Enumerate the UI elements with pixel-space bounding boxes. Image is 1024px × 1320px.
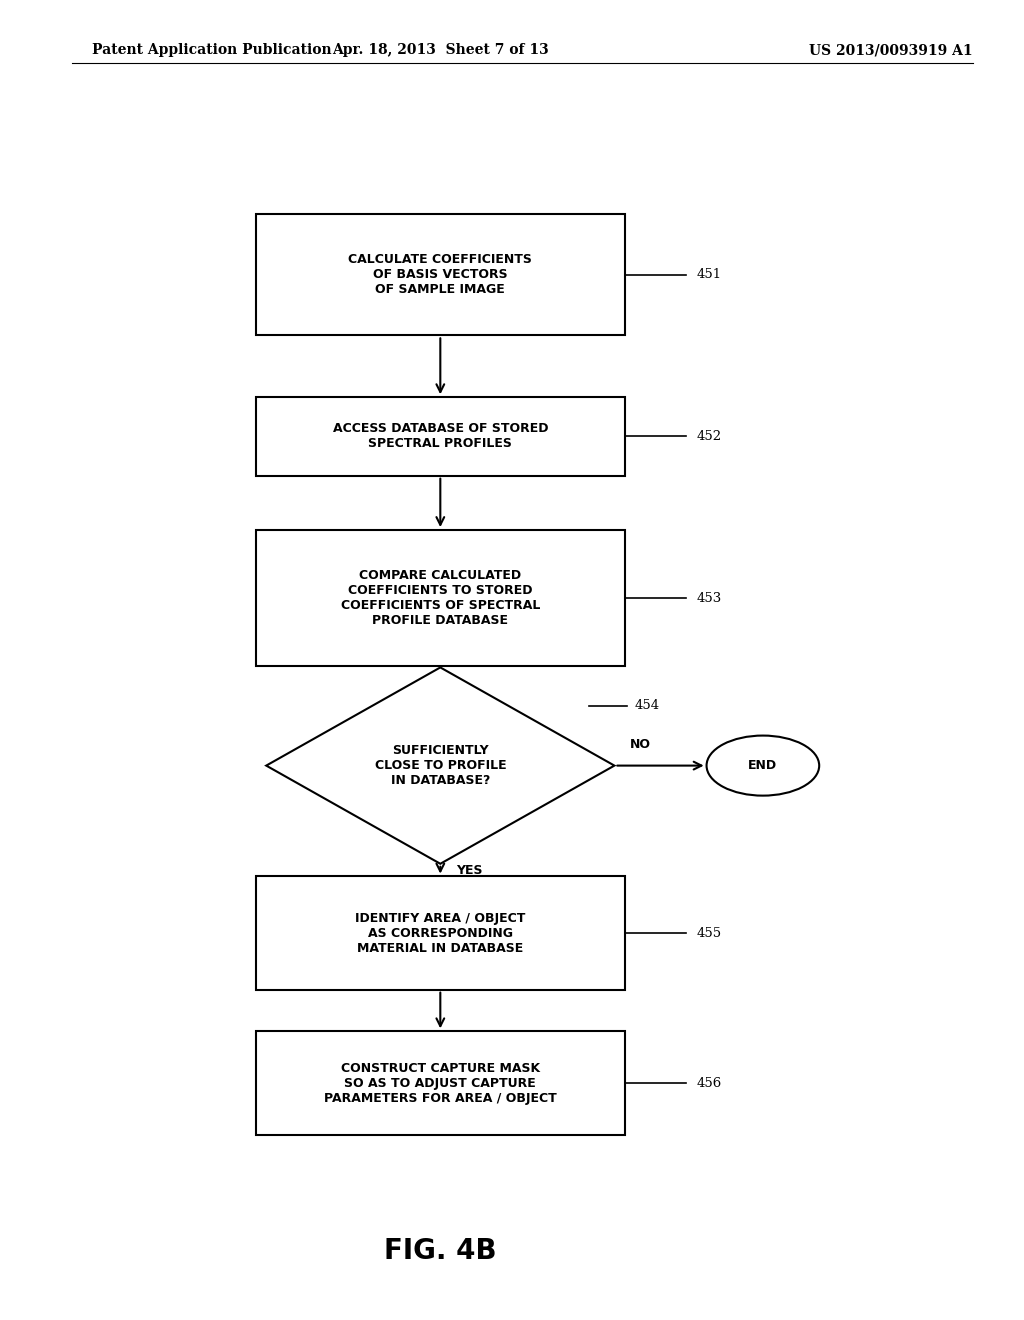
- Text: SUFFICIENTLY
CLOSE TO PROFILE
IN DATABASE?: SUFFICIENTLY CLOSE TO PROFILE IN DATABAS…: [375, 744, 506, 787]
- FancyBboxPatch shape: [256, 531, 625, 667]
- Text: YES: YES: [456, 863, 482, 876]
- Ellipse shape: [707, 735, 819, 796]
- Text: FIG. 4B: FIG. 4B: [384, 1237, 497, 1266]
- FancyBboxPatch shape: [256, 1031, 625, 1135]
- Text: COMPARE CALCULATED
COEFFICIENTS TO STORED
COEFFICIENTS OF SPECTRAL
PROFILE DATAB: COMPARE CALCULATED COEFFICIENTS TO STORE…: [341, 569, 540, 627]
- FancyBboxPatch shape: [256, 876, 625, 990]
- Text: Patent Application Publication: Patent Application Publication: [92, 44, 332, 57]
- Text: Apr. 18, 2013  Sheet 7 of 13: Apr. 18, 2013 Sheet 7 of 13: [332, 44, 549, 57]
- Text: 453: 453: [696, 591, 722, 605]
- Polygon shape: [266, 668, 614, 863]
- Text: 455: 455: [696, 927, 722, 940]
- Text: IDENTIFY AREA / OBJECT
AS CORRESPONDING
MATERIAL IN DATABASE: IDENTIFY AREA / OBJECT AS CORRESPONDING …: [355, 912, 525, 954]
- Text: 452: 452: [696, 430, 722, 444]
- Text: CONSTRUCT CAPTURE MASK
SO AS TO ADJUST CAPTURE
PARAMETERS FOR AREA / OBJECT: CONSTRUCT CAPTURE MASK SO AS TO ADJUST C…: [324, 1061, 557, 1105]
- Text: END: END: [749, 759, 777, 772]
- Text: CALCULATE COEFFICIENTS
OF BASIS VECTORS
OF SAMPLE IMAGE: CALCULATE COEFFICIENTS OF BASIS VECTORS …: [348, 253, 532, 296]
- Text: 451: 451: [696, 268, 722, 281]
- FancyBboxPatch shape: [256, 214, 625, 335]
- Text: 454: 454: [635, 700, 660, 711]
- FancyBboxPatch shape: [256, 397, 625, 475]
- Text: NO: NO: [630, 738, 651, 751]
- Text: US 2013/0093919 A1: US 2013/0093919 A1: [809, 44, 973, 57]
- Text: ACCESS DATABASE OF STORED
SPECTRAL PROFILES: ACCESS DATABASE OF STORED SPECTRAL PROFI…: [333, 422, 548, 450]
- Text: 456: 456: [696, 1077, 722, 1090]
